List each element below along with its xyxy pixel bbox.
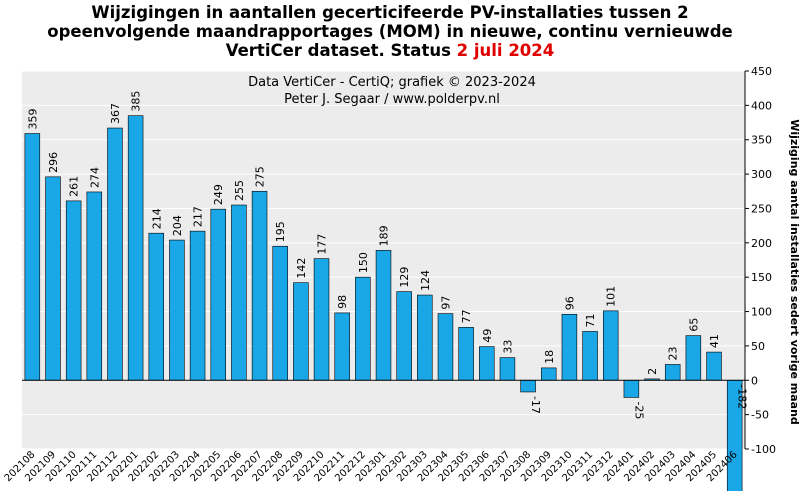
bar <box>623 379 640 398</box>
data-label: 33 <box>501 340 514 354</box>
bar <box>107 127 123 381</box>
data-label: 367 <box>109 103 122 124</box>
credit-line-2: Peter J. Segaar / www.polderpv.nl <box>284 92 500 107</box>
chart-title: Wijzigingen in aantallen gecerticifeerde… <box>0 3 780 60</box>
bar <box>334 312 350 381</box>
bar <box>417 294 433 381</box>
y-axis-label: Wijziging aantal installaties sedert vor… <box>788 119 801 425</box>
bar <box>375 250 392 381</box>
data-label: 98 <box>336 295 349 309</box>
bar <box>520 379 536 393</box>
bar <box>251 190 268 381</box>
data-label: -17 <box>529 396 542 414</box>
bar <box>499 357 516 381</box>
data-label: 249 <box>212 184 225 205</box>
bar <box>65 200 82 381</box>
y-tick-label: 450 <box>751 65 772 78</box>
y-tick-label: 250 <box>751 202 772 215</box>
data-label: -182 <box>736 384 749 409</box>
data-label: 49 <box>481 329 494 343</box>
bars-group <box>24 115 743 491</box>
bar <box>396 291 412 381</box>
data-label: 261 <box>68 176 81 197</box>
bar <box>45 176 61 381</box>
data-label: 177 <box>316 234 329 255</box>
data-label: 23 <box>667 346 680 360</box>
bar <box>231 204 247 381</box>
data-label: 275 <box>254 166 267 187</box>
data-label: 129 <box>398 267 411 288</box>
bar <box>664 364 681 381</box>
data-label: 204 <box>171 215 184 236</box>
bar <box>437 313 454 381</box>
bar <box>24 133 41 381</box>
title-line-3-text: VertiCer dataset. Status <box>225 41 457 60</box>
y-tick-label: 150 <box>751 271 772 284</box>
y-tick-label: 350 <box>751 134 772 147</box>
bar <box>313 258 330 381</box>
data-label: 214 <box>150 208 163 229</box>
data-label: 97 <box>439 296 452 310</box>
title-line-1: Wijzigingen in aantallen gecerticifeerde… <box>91 3 689 22</box>
bar <box>169 239 185 381</box>
data-label: 41 <box>708 334 721 348</box>
data-label: 274 <box>88 167 101 188</box>
x-tick-labels: 2021082021092021102021112021122022012022… <box>3 449 740 484</box>
data-label: 142 <box>295 258 308 279</box>
data-label: 296 <box>47 152 60 173</box>
y-tick-label: -50 <box>751 409 769 422</box>
data-label: 385 <box>130 91 143 112</box>
y-tick-label: 100 <box>751 306 772 319</box>
data-label: 96 <box>563 296 576 310</box>
bar <box>293 282 309 381</box>
data-label: 359 <box>26 109 39 130</box>
data-label: 255 <box>233 180 246 201</box>
bar <box>602 310 619 381</box>
data-label: -25 <box>632 401 645 419</box>
bar <box>189 230 206 381</box>
bar <box>706 351 722 381</box>
bar <box>86 191 103 381</box>
bar <box>355 276 371 381</box>
data-label: 71 <box>584 313 597 327</box>
data-label: 124 <box>419 270 432 291</box>
bar <box>479 346 495 381</box>
bar <box>148 232 165 381</box>
data-label: 77 <box>460 309 473 323</box>
data-label: 2 <box>646 368 659 375</box>
bar <box>582 331 598 381</box>
y-tick-label: -100 <box>751 443 776 456</box>
data-label: 65 <box>687 318 700 332</box>
data-label: 217 <box>192 206 205 227</box>
y-tick-label: 400 <box>751 99 772 112</box>
data-label: 189 <box>378 225 391 246</box>
y-tick-label: 50 <box>751 340 765 353</box>
bar <box>127 115 144 381</box>
status-date: 2 juli 2024 <box>456 41 555 60</box>
y-tick-label: 300 <box>751 168 772 181</box>
bar <box>561 313 578 381</box>
bar <box>210 208 226 381</box>
y-tick-label: 200 <box>751 237 772 250</box>
y-tick-label: 0 <box>751 374 758 387</box>
y-tick-labels: -100 -50 0 50 100 150 200 250 300 350 400 450 <box>744 65 776 456</box>
data-label: 150 <box>357 252 370 273</box>
data-label: 195 <box>274 221 287 242</box>
data-label: 18 <box>543 350 556 364</box>
title-line-3: VertiCer dataset. Status 2 juli 2024 <box>0 41 780 60</box>
title-line-2: opeenvolgende maandrapportages (MOM) in … <box>47 22 733 41</box>
data-label: 101 <box>605 286 618 307</box>
bar <box>541 367 557 381</box>
bar <box>458 327 474 381</box>
bar <box>685 335 702 381</box>
bar <box>272 245 288 381</box>
credit-line-1: Data VertiCer - CertiQ; grafiek © 2023-2… <box>248 75 536 90</box>
